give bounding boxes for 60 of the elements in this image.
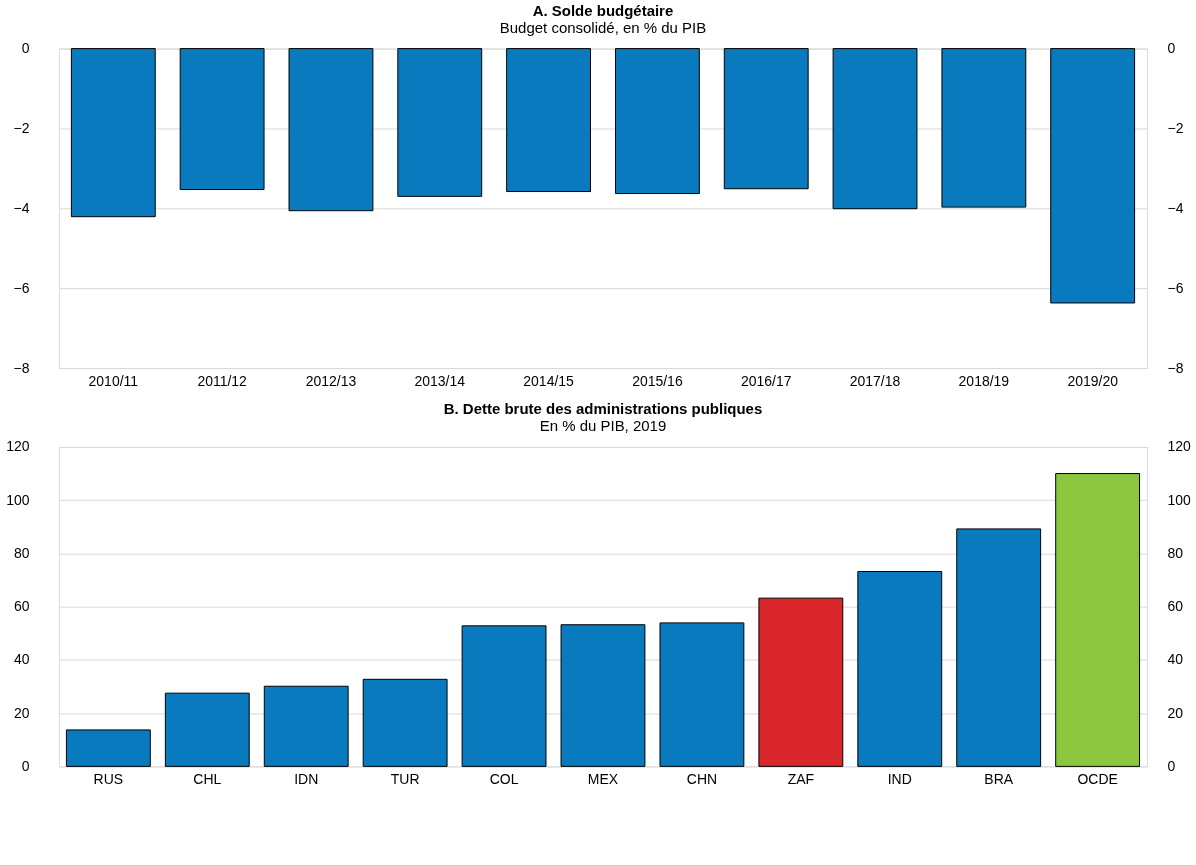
x-tick-label: 2015/16	[632, 372, 683, 389]
bar	[1055, 473, 1141, 767]
y2-tick-label: 0	[1167, 757, 1176, 774]
x-tick-label: 2012/13	[305, 372, 357, 389]
y2-tick-label: −2	[1167, 119, 1184, 136]
x-tick-label: 2010/11	[88, 372, 139, 389]
x-tick-label: MEX	[587, 770, 619, 787]
y2-tick-label: −4	[1167, 199, 1184, 216]
y-tick-label: 0	[21, 757, 30, 774]
bar	[65, 729, 151, 767]
bar	[560, 624, 646, 767]
y2-tick-label: −6	[1167, 279, 1184, 296]
x-tick-label: COL	[489, 770, 519, 787]
bar	[659, 622, 745, 767]
y2-tick-label: 0	[1167, 40, 1176, 57]
x-tick-label: CHN	[686, 770, 718, 787]
y-tick-label: −8	[13, 359, 30, 376]
bar	[956, 528, 1042, 767]
x-tick-label: OCDE	[1077, 770, 1118, 787]
bar	[461, 625, 547, 767]
y-tick-label: −4	[13, 199, 30, 216]
y2-tick-label: 20	[1167, 704, 1184, 721]
bar	[362, 678, 448, 767]
x-tick-label: IDN	[294, 770, 319, 787]
y2-tick-label: 80	[1167, 544, 1184, 561]
chart-subtitle: Budget consolidé, en % du PIB	[499, 18, 707, 36]
bar	[164, 692, 250, 767]
y-tick-label: 20	[13, 704, 30, 721]
bar	[857, 571, 943, 767]
x-tick-label: RUS	[93, 770, 124, 787]
x-tick-label: 2016/17	[740, 372, 792, 389]
chart-title: B. Dette brute des administrations publiques	[443, 399, 763, 417]
x-tick-label: TUR	[390, 770, 420, 787]
x-tick-label: 2017/18	[849, 372, 901, 389]
bar	[263, 685, 349, 767]
y-tick-label: 80	[13, 544, 30, 561]
y-tick-label: 40	[13, 651, 30, 668]
x-tick-label: 2013/14	[414, 372, 466, 389]
y-tick-label: 120	[6, 438, 30, 455]
y2-tick-label: 120	[1167, 438, 1192, 455]
y-tick-label: 0	[21, 40, 30, 57]
bar	[758, 597, 844, 767]
y-tick-label: 60	[13, 598, 30, 615]
chart-subtitle: En % du PIB, 2019	[539, 416, 667, 434]
x-tick-label: CHL	[193, 770, 222, 787]
chart-title: A. Solde budgétaire	[532, 1, 674, 19]
x-tick-label: 2019/20	[1067, 372, 1119, 389]
x-tick-label: ZAF	[787, 770, 815, 787]
x-tick-label: 2018/19	[958, 372, 1010, 389]
y2-tick-label: 100	[1167, 491, 1192, 508]
y-tick-label: 100	[6, 491, 30, 508]
y2-tick-label: 40	[1167, 651, 1184, 668]
x-tick-label: 2011/12	[197, 372, 248, 389]
y-tick-label: −2	[13, 119, 30, 136]
x-tick-label: BRA	[984, 770, 1014, 787]
x-tick-label: 2014/15	[523, 372, 575, 389]
y2-tick-label: 60	[1167, 598, 1184, 615]
y2-tick-label: −8	[1167, 359, 1184, 376]
x-tick-label: IND	[887, 770, 912, 787]
y-tick-label: −6	[13, 279, 30, 296]
